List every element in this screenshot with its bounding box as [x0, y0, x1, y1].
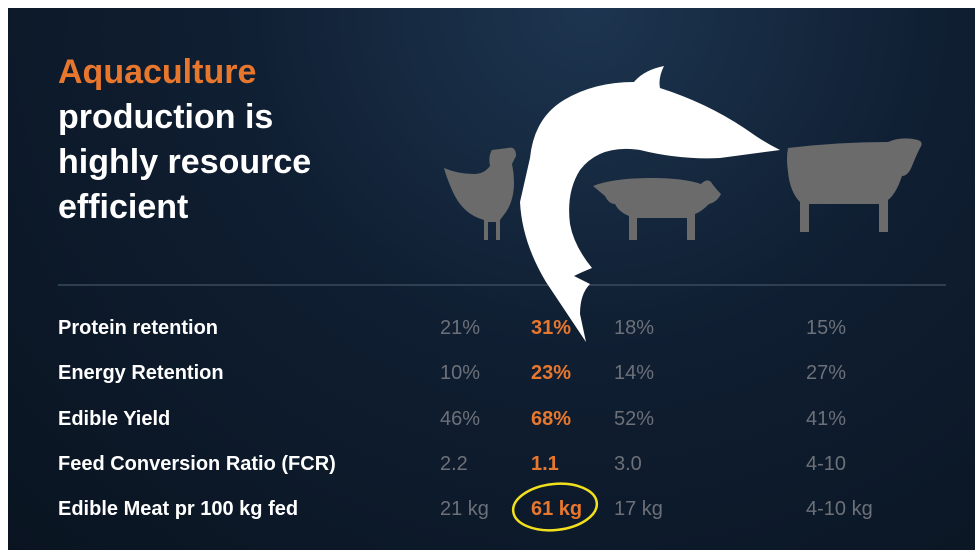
row-label: Feed Conversion Ratio (FCR)	[58, 442, 440, 487]
cell-value: 1.1	[531, 442, 614, 487]
cell-value: 18%	[614, 306, 806, 351]
cell-value: 2.2	[440, 442, 531, 487]
page: {"title": {"highlight": "Aquaculture", "…	[0, 0, 980, 558]
cell-value: 52%	[614, 397, 806, 442]
cell-value: 27%	[806, 351, 926, 396]
chicken	[444, 148, 516, 240]
row-label: Edible Yield	[58, 397, 440, 442]
title-line: production is	[58, 95, 311, 140]
cell-value: 23%	[531, 351, 614, 396]
cell-value: 3.0	[614, 442, 806, 487]
slide: Aquaculture production is highly resourc…	[8, 8, 975, 550]
cell-value: 4-10 kg	[806, 487, 926, 532]
cell-value: 21 kg	[440, 487, 531, 532]
title-highlight: Aquaculture	[58, 50, 311, 95]
row-label: Edible Meat pr 100 kg fed	[58, 487, 440, 532]
row-label: Energy Retention	[58, 351, 440, 396]
cell-value: 46%	[440, 397, 531, 442]
title-line: highly resource	[58, 140, 311, 185]
cow	[787, 138, 922, 232]
cell-value: 14%	[614, 351, 806, 396]
cell-value: 15%	[806, 306, 926, 351]
title: Aquaculture production is highly resourc…	[58, 50, 311, 230]
title-line: efficient	[58, 185, 311, 230]
cell-value: 10%	[440, 351, 531, 396]
cell-value: 68%	[531, 397, 614, 442]
cell-value: 61 kg	[531, 487, 614, 532]
cell-value: 17 kg	[614, 487, 806, 532]
cell-value: 21%	[440, 306, 531, 351]
cell-value: 4-10	[806, 442, 926, 487]
pig	[593, 178, 721, 240]
cell-value: 31%	[531, 306, 614, 351]
row-label: Protein retention	[58, 306, 440, 351]
cell-value: 41%	[806, 397, 926, 442]
